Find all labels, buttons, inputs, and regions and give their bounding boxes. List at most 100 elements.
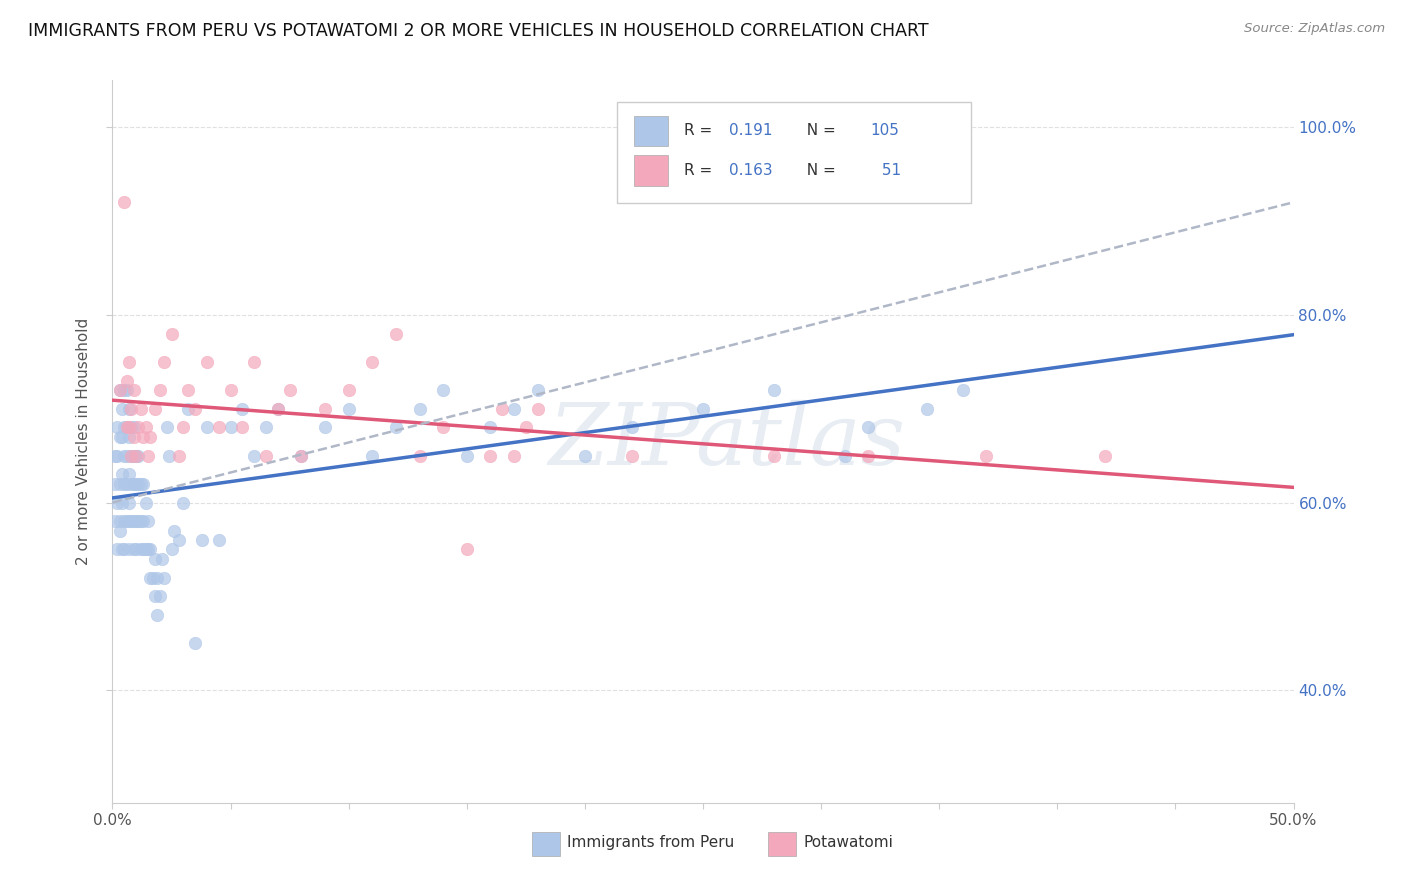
Point <box>118 401 141 416</box>
Point <box>503 401 526 416</box>
Point <box>108 514 131 528</box>
Point <box>208 533 231 547</box>
Point <box>172 420 194 434</box>
Point <box>208 420 231 434</box>
Point <box>337 383 360 397</box>
FancyBboxPatch shape <box>768 832 796 855</box>
Point <box>111 542 134 557</box>
Point <box>337 401 360 416</box>
Point <box>177 401 200 416</box>
Point <box>122 449 145 463</box>
FancyBboxPatch shape <box>617 102 972 203</box>
FancyBboxPatch shape <box>634 116 668 146</box>
Point <box>361 355 384 369</box>
Point <box>160 326 183 341</box>
Point <box>254 420 277 434</box>
Point <box>120 476 142 491</box>
Point <box>150 551 173 566</box>
Point <box>108 383 131 397</box>
Point <box>456 542 478 557</box>
Point <box>104 476 127 491</box>
Point <box>153 355 176 369</box>
Point <box>112 514 135 528</box>
Point <box>122 514 145 528</box>
Point <box>111 401 134 416</box>
Text: R =: R = <box>685 163 717 178</box>
Text: IMMIGRANTS FROM PERU VS POTAWATOMI 2 OR MORE VEHICLES IN HOUSEHOLD CORRELATION C: IMMIGRANTS FROM PERU VS POTAWATOMI 2 OR … <box>28 22 929 40</box>
Point <box>267 401 290 416</box>
Point <box>314 401 336 416</box>
Point <box>125 542 148 557</box>
Point <box>111 430 134 444</box>
Point <box>692 401 714 416</box>
Point <box>408 401 430 416</box>
Point <box>160 542 183 557</box>
Point <box>108 383 131 397</box>
Point <box>231 401 253 416</box>
Point <box>834 449 856 463</box>
Point <box>146 608 169 623</box>
Point <box>132 542 155 557</box>
Point <box>115 383 138 397</box>
Point <box>120 449 142 463</box>
Point <box>111 467 134 482</box>
Point <box>184 636 207 650</box>
Point <box>118 495 141 509</box>
Text: 0.191: 0.191 <box>728 123 772 138</box>
Point <box>120 420 142 434</box>
Point <box>127 420 149 434</box>
Point <box>122 420 145 434</box>
Point <box>125 449 148 463</box>
Point <box>146 571 169 585</box>
Point <box>491 401 513 416</box>
Point <box>112 542 135 557</box>
Point <box>219 383 242 397</box>
Point <box>139 571 162 585</box>
Point <box>762 383 785 397</box>
Point <box>112 449 135 463</box>
Point <box>118 420 141 434</box>
Text: Potawatomi: Potawatomi <box>803 835 893 850</box>
Point <box>105 420 128 434</box>
Point <box>127 449 149 463</box>
Point <box>112 383 135 397</box>
Point <box>195 420 218 434</box>
Point <box>149 590 172 604</box>
Point <box>120 401 142 416</box>
Point <box>267 401 290 416</box>
Point <box>1094 449 1116 463</box>
Point <box>129 542 152 557</box>
Point <box>503 449 526 463</box>
Point <box>115 420 138 434</box>
FancyBboxPatch shape <box>634 155 668 186</box>
Point <box>172 495 194 509</box>
Point <box>479 449 502 463</box>
Point <box>143 551 166 566</box>
Point <box>143 590 166 604</box>
Point <box>361 449 384 463</box>
Point <box>112 195 135 210</box>
Text: 105: 105 <box>870 123 900 138</box>
Text: 0.163: 0.163 <box>728 163 773 178</box>
Point <box>108 476 131 491</box>
Point <box>143 401 166 416</box>
Point <box>243 449 266 463</box>
Point <box>858 420 880 434</box>
Point <box>115 476 138 491</box>
Point <box>243 355 266 369</box>
Point <box>122 476 145 491</box>
Point <box>129 401 152 416</box>
Point <box>432 420 454 434</box>
Point <box>132 430 155 444</box>
Point <box>526 401 548 416</box>
Point <box>115 514 138 528</box>
Point <box>125 449 148 463</box>
Point <box>135 495 157 509</box>
Point <box>621 420 644 434</box>
Point <box>112 420 135 434</box>
Point <box>127 476 149 491</box>
Point <box>120 514 142 528</box>
Text: Source: ZipAtlas.com: Source: ZipAtlas.com <box>1244 22 1385 36</box>
Point <box>290 449 312 463</box>
Point <box>149 383 172 397</box>
